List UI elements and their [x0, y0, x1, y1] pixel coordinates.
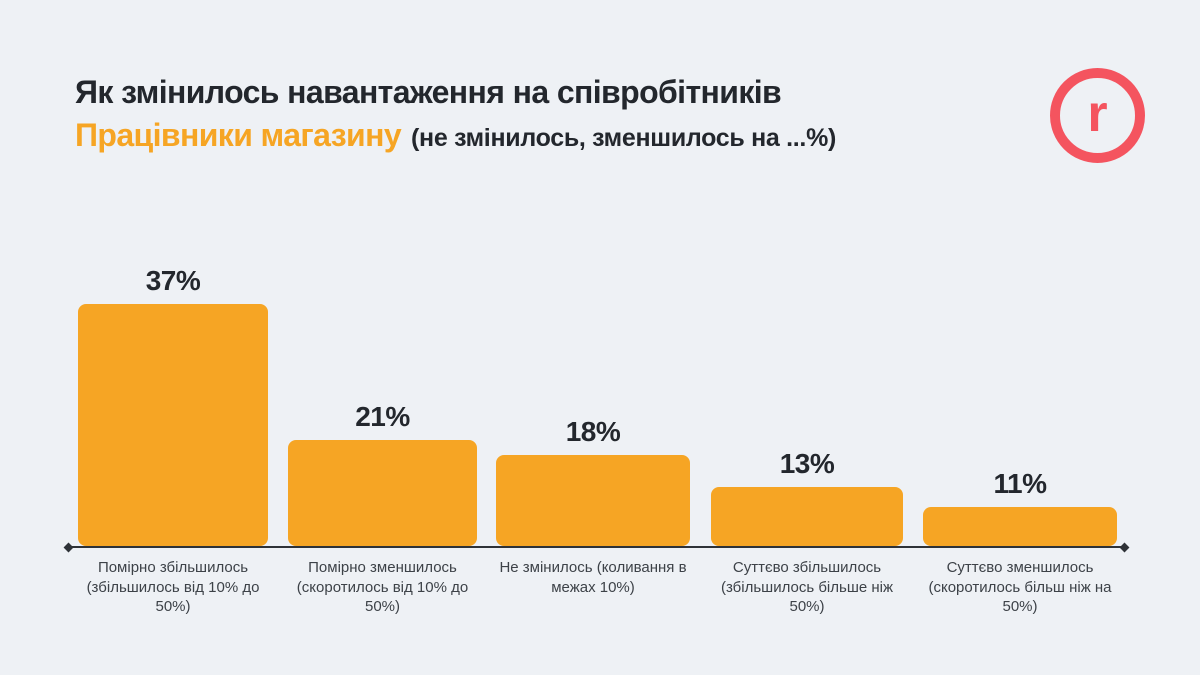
bar-value-label: 11%	[993, 468, 1048, 499]
chart-title-suffix: (не змінилось, зменшилось на ...%)	[411, 124, 837, 152]
bar-category-label: Не змінилось (коливання в межах 10%)	[499, 559, 687, 596]
bar-value-label: 21%	[355, 401, 410, 432]
logo-letter: r	[1087, 84, 1108, 143]
bar	[496, 455, 690, 546]
logo-ring-icon	[1050, 68, 1145, 163]
bar-category-label: Помірно зменшилось (скоротилось від 10% …	[296, 559, 469, 615]
bar	[711, 487, 903, 546]
chart-title-line2: Працівники магазину (не змінилось, зменши…	[75, 114, 836, 163]
chart-title-highlight: Працівники магазину	[75, 117, 402, 153]
x-axis	[63, 542, 1130, 552]
bar-category-label: Суттєво збільшилось (збільшилось більше …	[720, 559, 894, 615]
bar-group: 13% Суттєво збільшилось (збільшилось біль…	[711, 448, 903, 615]
chart-title-line1: Як змінилось навантаження на співробітни…	[75, 74, 782, 110]
axis-left-endpoint-icon	[63, 542, 74, 552]
bar	[78, 304, 268, 546]
chart-title: Як змінилось навантаження на співробітни…	[75, 70, 836, 163]
bar-value-label: 13%	[779, 448, 835, 479]
axis-right-endpoint-icon	[1119, 542, 1130, 552]
bar-category-label: Суттєво зменшилось (скоротилось більш ні…	[928, 559, 1112, 615]
bar-group: 37% Помірно збільшилось (збільшилось від …	[78, 265, 268, 615]
brand-logo: r	[1050, 68, 1145, 163]
bar-group: 11% Суттєво зменшилось (скоротилось більш…	[923, 468, 1117, 615]
bar	[288, 440, 477, 546]
bar-category-label: Помірно збільшилось (збільшилось від 10%…	[86, 559, 260, 615]
bar-value-label: 18%	[565, 416, 621, 447]
bar	[923, 507, 1117, 546]
bar-group: 21% Помірно зменшилось (скоротилось від 1…	[288, 401, 477, 615]
bar-value-label: 37%	[145, 265, 201, 296]
bar-group: 18% Не змінилось (коливання в межах 10%)	[496, 416, 690, 596]
